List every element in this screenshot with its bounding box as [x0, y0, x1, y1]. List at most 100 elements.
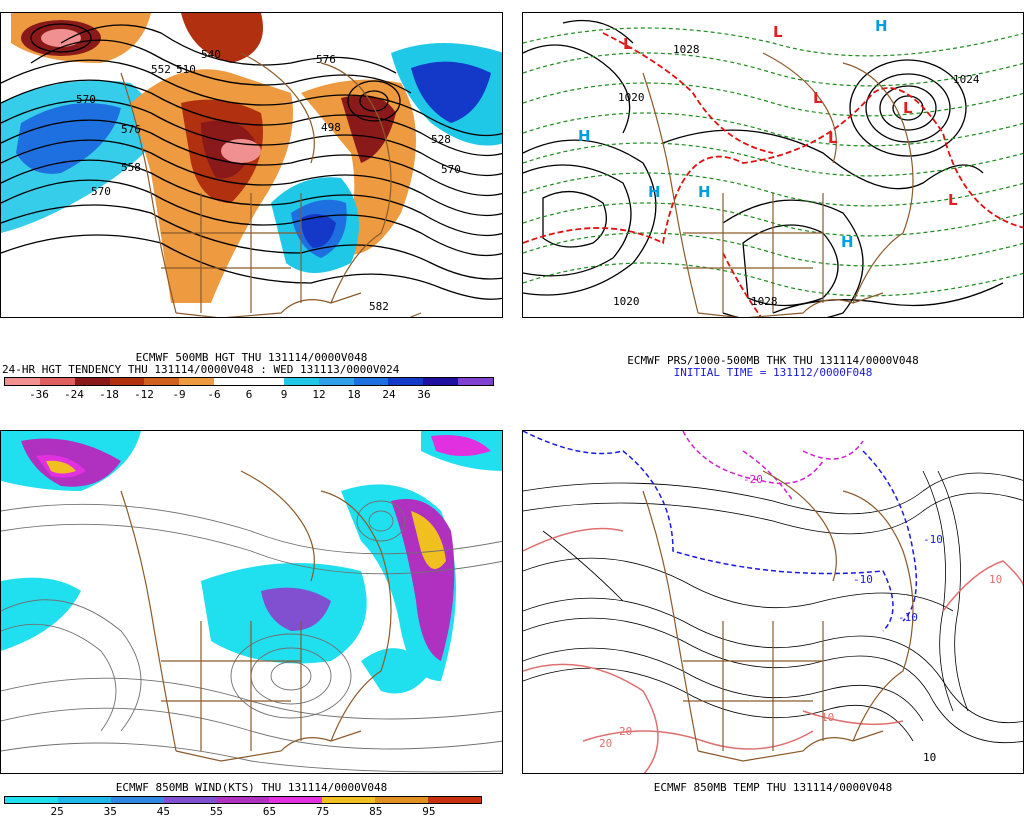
contour-label: 570 [91, 185, 111, 198]
colorbar-tick-label: 18 [347, 388, 361, 401]
prs1000-initial-time: INITIAL TIME = 131112/0000F048 [673, 366, 873, 379]
temperature-map: -10 -10 10 20 20 10 10 -10 -20 [523, 431, 1023, 773]
low-pressure-center: L [903, 99, 913, 117]
high-pressure-center: H [648, 183, 661, 201]
colorbar-swatch [5, 378, 40, 385]
contour-label: -10 [898, 611, 918, 624]
hgt500-title: ECMWF 500MB HGT THU 131114/0000V048 [135, 351, 368, 364]
low-pressure-center: L [773, 23, 783, 41]
coastlines [642, 470, 914, 762]
contour-label: 540 [201, 48, 221, 61]
colorbar-swatch [458, 378, 494, 385]
high-pressure-center: H [578, 127, 591, 145]
pressure-centers: H H H H H L L L L L L [578, 17, 958, 251]
contour-label: 576 [121, 123, 141, 136]
high-pressure-center: H [841, 233, 854, 251]
colorbar-swatch [109, 378, 145, 385]
colorbar-swatch [283, 378, 319, 385]
colorbar-swatch [428, 797, 482, 803]
isotherms-thin [523, 470, 1023, 744]
panel-500mb-height: 576 570 570 570 576 558 582 498 510 528 … [0, 12, 503, 318]
colorbar-tick-label: 6 [245, 388, 253, 401]
pressure-map: 1020 1020 1028 1024 1028 H H H H H L L L… [523, 17, 1023, 317]
height-contour-labels: 576 570 570 570 576 558 582 498 510 528 … [76, 48, 461, 313]
colorbar-swatch [179, 378, 215, 385]
isobars [523, 19, 1004, 317]
height-contours [1, 23, 502, 300]
contour-label: 558 [121, 161, 141, 174]
isotherms-very-cold [682, 431, 864, 502]
contour-label: 1028 [673, 43, 700, 56]
colorbar-tick-label: 95 [422, 805, 436, 818]
high-pressure-center: H [875, 17, 888, 35]
isotherms-cold-dashed [523, 431, 918, 632]
tendency-shading [1, 13, 502, 303]
panel-sea-level-pressure: 1020 1020 1028 1024 1028 H H H H H L L L… [522, 12, 1024, 318]
colorbar-tick-label: 75 [316, 805, 330, 818]
wind-speed-shading [1, 431, 502, 694]
coastlines [120, 470, 392, 762]
contour-label: 20 [619, 725, 632, 738]
contour-label: 1020 [613, 295, 640, 308]
colorbar-tick-label: 9 [280, 388, 288, 401]
contour-label: 552 [151, 63, 171, 76]
wind-speed-colorbar [4, 796, 482, 804]
contour-label: 20 [599, 737, 612, 750]
colorbar-swatch [110, 797, 164, 803]
colorbar-tick-label: 45 [156, 805, 170, 818]
colorbar-tick-label: 35 [103, 805, 117, 818]
contour-label: 570 [441, 163, 461, 176]
contour-label: 570 [76, 93, 96, 106]
colorbar-tick-label: 36 [417, 388, 431, 401]
contour-label: -10 [923, 533, 943, 546]
tendency-colorbar-ticks: -36 -24 -18 -12 -9 -6 6 9 12 18 24 36 [4, 389, 494, 401]
colorbar-swatch [144, 378, 180, 385]
contour-label: 10 [821, 711, 834, 724]
contour-label: 582 [369, 300, 389, 313]
contour-label: 576 [316, 53, 336, 66]
low-pressure-center: L [948, 191, 958, 209]
colorbar-tick-label: -12 [134, 388, 154, 401]
colorbar-swatch [388, 378, 424, 385]
pressure-contour-labels: 1020 1020 1028 1024 1028 [613, 43, 980, 308]
contour-label: 10 [923, 751, 936, 764]
panel-850mb-wind [0, 430, 503, 774]
colorbar-tick-label: -36 [29, 388, 49, 401]
contour-label: 528 [431, 133, 451, 146]
colorbar-swatch [39, 378, 75, 385]
colorbar-swatch [74, 378, 110, 385]
colorbar-tick-label: 55 [209, 805, 224, 818]
colorbar-tick-label: -18 [99, 388, 119, 401]
colorbar-tick-label: 65 [262, 805, 277, 818]
temp850-title: ECMWF 850MB TEMP THU 131114/0000V048 [653, 781, 893, 794]
colorbar-tick-label: 25 [50, 805, 64, 818]
colorbar-tick-label: -24 [64, 388, 84, 401]
contour-label: 10 [989, 573, 1002, 586]
prs1000-title: ECMWF PRS/1000-500MB THK THU 131114/0000… [627, 354, 919, 367]
colorbar-swatch [318, 378, 354, 385]
colorbar-swatch [57, 797, 111, 803]
contour-label: 510 [176, 63, 196, 76]
colorbar-tick-label: -6 [207, 388, 221, 401]
colorbar-swatch [216, 797, 270, 803]
colorbar-swatch [353, 378, 389, 385]
colorbar-swatch [163, 797, 217, 803]
contour-label: 498 [321, 121, 341, 134]
colorbar-swatch [249, 378, 284, 385]
wind-map [1, 431, 502, 773]
contour-label: -10 [853, 573, 873, 586]
colorbar-swatch [322, 797, 376, 803]
tendency-colorbar [4, 377, 494, 386]
colorbar-swatch [375, 797, 429, 803]
colorbar-tick-label: 12 [312, 388, 326, 401]
contour-label: -20 [743, 473, 763, 486]
wind850-title: ECMWF 850MB WIND(KTS) THU 131114/0000V04… [115, 781, 388, 794]
contour-label: 1020 [618, 91, 645, 104]
colorbar-tick-label: -9 [172, 388, 186, 401]
coastlines [120, 52, 422, 317]
contour-label: 1028 [751, 295, 778, 308]
low-pressure-center: L [828, 129, 838, 147]
wind-speed-colorbar-ticks: 25 35 45 55 65 75 85 95 [4, 806, 482, 818]
hgt500-subtitle: 24-HR HGT TENDENCY THU 131114/0000V048 :… [2, 363, 400, 376]
thickness-540-line [523, 32, 1023, 317]
